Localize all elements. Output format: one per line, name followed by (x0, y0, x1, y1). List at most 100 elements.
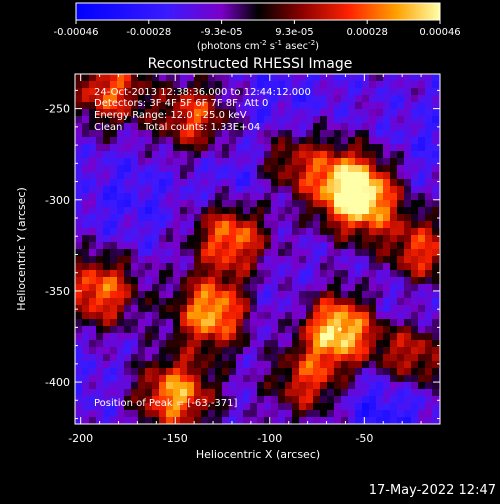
heatmap-cell (369, 249, 377, 257)
heatmap-cell (159, 277, 167, 285)
heatmap-cell (285, 214, 293, 222)
heatmap-cell (145, 375, 153, 383)
heatmap-cell (180, 410, 188, 418)
heatmap-cell (425, 228, 433, 236)
heatmap-cell (348, 403, 356, 411)
heatmap-cell (236, 151, 244, 159)
heatmap-cell (376, 284, 384, 292)
heatmap-cell (187, 417, 195, 425)
heatmap-cell (222, 158, 230, 166)
heatmap-cell (299, 417, 307, 425)
heatmap-cell (124, 186, 132, 194)
heatmap-cell (348, 291, 356, 299)
heatmap-cell (173, 382, 181, 390)
heatmap-cell (166, 74, 174, 82)
heatmap-cell (390, 284, 398, 292)
heatmap-cell (243, 116, 251, 124)
heatmap-cell (159, 123, 167, 131)
heatmap-cell (355, 214, 363, 222)
heatmap-cell (131, 228, 139, 236)
heatmap-cell (166, 403, 174, 411)
heatmap-cell (292, 382, 300, 390)
heatmap-cell (89, 228, 97, 236)
heatmap-cell (425, 95, 433, 103)
heatmap-cell (278, 354, 286, 362)
heatmap-cell (194, 172, 202, 180)
heatmap-cell (180, 305, 188, 313)
heatmap-cell (75, 410, 83, 418)
heatmap-cell (159, 326, 167, 334)
heatmap-cell (250, 410, 258, 418)
heatmap-cell (187, 277, 195, 285)
heatmap-cell (327, 172, 335, 180)
heatmap-cell (124, 270, 132, 278)
heatmap-cell (131, 298, 139, 306)
heatmap-cell (187, 333, 195, 341)
heatmap-cell (187, 172, 195, 180)
heatmap-cell (369, 221, 377, 229)
heatmap-cell (208, 256, 216, 264)
heatmap-cell (432, 130, 440, 138)
heatmap-cell (75, 228, 83, 236)
heatmap-cell (418, 326, 426, 334)
heatmap-cell (299, 81, 307, 89)
method-label: Clean (94, 122, 122, 133)
heatmap-cell (425, 186, 433, 194)
heatmap-cell (257, 109, 265, 117)
heatmap-cell (313, 130, 321, 138)
heatmap-cell (250, 130, 258, 138)
heatmap-cell (173, 298, 181, 306)
heatmap-cell (208, 347, 216, 355)
heatmap-cell (103, 186, 111, 194)
heatmap-cell (383, 151, 391, 159)
heatmap-cell (82, 284, 90, 292)
heatmap-cell (82, 102, 90, 110)
heatmap-cell (173, 361, 181, 369)
heatmap-cell (383, 235, 391, 243)
heatmap-cell (348, 221, 356, 229)
heatmap-cell (285, 340, 293, 348)
heatmap-cell (145, 172, 153, 180)
heatmap-cell (285, 137, 293, 145)
heatmap-cell (96, 396, 104, 404)
heatmap-cell (201, 284, 209, 292)
heatmap-cell (96, 116, 104, 124)
heatmap-cell (278, 249, 286, 257)
heatmap-cell (187, 382, 195, 390)
heatmap-cell (152, 298, 160, 306)
heatmap-cell (397, 186, 405, 194)
heatmap-cell (180, 221, 188, 229)
heatmap-cell (306, 403, 314, 411)
heatmap-cell (313, 354, 321, 362)
heatmap-cell (250, 193, 258, 201)
heatmap-cell (82, 319, 90, 327)
heatmap-cell (383, 186, 391, 194)
heatmap-cell (355, 116, 363, 124)
heatmap-cell (145, 207, 153, 215)
heatmap-cell (327, 256, 335, 264)
heatmap-cell (257, 326, 265, 334)
heatmap-cell (215, 263, 223, 271)
heatmap-cell (341, 375, 349, 383)
heatmap-cell (166, 95, 174, 103)
heatmap-cell (250, 347, 258, 355)
heatmap-cell (418, 158, 426, 166)
heatmap-cell (145, 333, 153, 341)
heatmap-cell (208, 207, 216, 215)
heatmap-cell (159, 172, 167, 180)
heatmap-cell (236, 144, 244, 152)
heatmap-cell (292, 375, 300, 383)
heatmap-cell (173, 186, 181, 194)
heatmap-cell (411, 158, 419, 166)
heatmap-cell (362, 340, 370, 348)
heatmap-cell (397, 277, 405, 285)
heatmap-cell (117, 137, 125, 145)
heatmap-cell (376, 207, 384, 215)
heatmap-cell (173, 221, 181, 229)
heatmap-cell (341, 291, 349, 299)
heatmap-cell (124, 410, 132, 418)
heatmap-cell (180, 130, 188, 138)
heatmap-cell (404, 144, 412, 152)
heatmap-cell (75, 340, 83, 348)
